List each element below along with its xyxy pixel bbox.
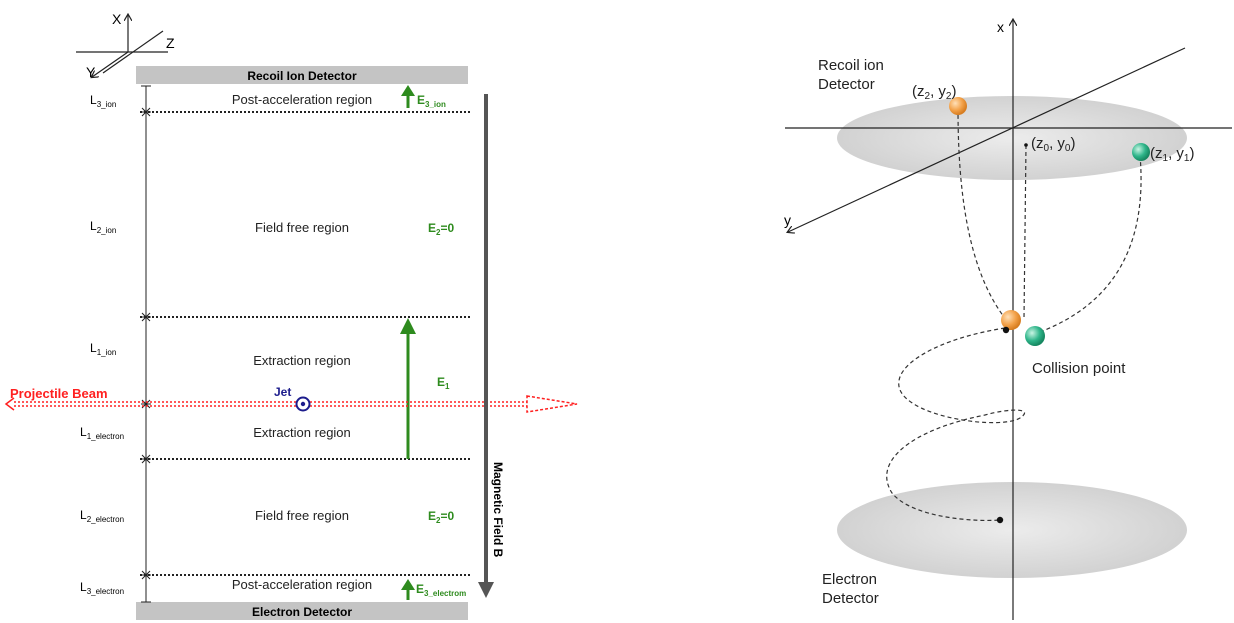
- recoil-detector-disk: [837, 96, 1187, 180]
- trajectory-orange: [957, 107, 1009, 323]
- field-free-bottom-label: Field free region: [255, 508, 349, 523]
- electron-hit-dot: [996, 516, 1004, 524]
- projectile-beam: Projectile Beam: [4, 386, 578, 413]
- right-labels: Recoil ion Detector Electron Detector Co…: [818, 57, 1194, 607]
- electron-detector-label-line1: Electron: [822, 571, 877, 588]
- collision-dot: [1002, 326, 1010, 334]
- right-diagram: x y Recoil ion Detector Electron Detecto…: [784, 19, 1232, 620]
- ball-green-z1y1: [1132, 143, 1150, 161]
- e3-electron-label: E3_electrom: [416, 582, 466, 598]
- point-z0-y0-label: (z0, y0): [1031, 135, 1075, 154]
- magnetic-field-label: Magnetic Field B: [491, 462, 505, 558]
- trajectory-spiral: [886, 327, 1026, 522]
- origin-dot: [1024, 143, 1028, 147]
- beam-arrowhead-left: [4, 397, 15, 411]
- trajectory-center: [1023, 144, 1027, 319]
- e2-bottom-label: E2=0: [428, 509, 454, 525]
- label-l3-electron: L3_electron: [80, 580, 124, 596]
- z-axis-label: Z: [166, 35, 175, 51]
- beam-arrowhead-right: [526, 395, 578, 413]
- post-accel-top-label: Post-acceleration region: [232, 92, 372, 107]
- dimension-line: [141, 85, 151, 603]
- left-axes: X Z Y: [76, 11, 175, 80]
- magnetic-field-arrowhead: [478, 582, 494, 598]
- z-axis-line: [102, 30, 164, 74]
- recoil-detector-label-line1: Recoil ion: [818, 57, 884, 74]
- label-l2-electron: L2_electron: [80, 508, 124, 524]
- field-labels: E3_ion E2=0 E1 E2=0 E3_electrom: [416, 93, 466, 598]
- e3-electron-arrow: [401, 579, 415, 590]
- x-axis-label: X: [112, 11, 122, 27]
- x-axis-3d-label: x: [997, 19, 1004, 35]
- label-l1-ion: L1_ion: [90, 341, 116, 357]
- extraction-top-label: Extraction region: [253, 353, 351, 368]
- ball-orange-collision: [1001, 310, 1021, 330]
- trajectory-green: [1039, 154, 1142, 333]
- projectile-beam-label: Projectile Beam: [10, 386, 108, 401]
- electron-detector-label: Electron Detector: [252, 605, 352, 619]
- left-diagram: X Z Y Recoil Ion Detector Electron Detec…: [4, 11, 578, 620]
- label-l1-electron: L1_electron: [80, 425, 124, 441]
- recoil-ion-detector-bar: [136, 66, 468, 84]
- recoil-detector-label-line2: Detector: [818, 76, 875, 93]
- e3-ion-arrow: [401, 85, 415, 96]
- y-axis-3d-label: y: [784, 212, 791, 228]
- y-axis-label: Y: [86, 64, 96, 80]
- field-free-top-label: Field free region: [255, 220, 349, 235]
- extraction-bottom-label: Extraction region: [253, 425, 351, 440]
- point-z2-y2-label: (z2, y2): [912, 83, 956, 102]
- jet-dot: [300, 401, 306, 407]
- electron-detector-label-line2: Detector: [822, 590, 879, 607]
- label-l3-ion: L3_ion: [90, 93, 116, 109]
- length-labels: L3_ion L2_ion L1_ion L1_electron L2_elec…: [80, 93, 124, 596]
- trajectories: [886, 107, 1142, 522]
- y-axis-arrow: [92, 51, 129, 77]
- jet-label: Jet: [274, 385, 291, 399]
- e2-top-label: E2=0: [428, 221, 454, 237]
- electron-detector-disk: [837, 482, 1187, 578]
- ball-orange-z2y2: [949, 97, 967, 115]
- jet: Jet: [274, 385, 311, 412]
- ball-green-collision: [1025, 326, 1045, 346]
- region-boundaries: [140, 111, 470, 576]
- e3-ion-label: E3_ion: [417, 93, 446, 109]
- e1-arrow: [400, 318, 416, 334]
- electron-detector-bar: [136, 602, 468, 620]
- field-arrows: [400, 85, 416, 600]
- magnetic-field: Magnetic Field B: [478, 94, 505, 598]
- region-labels: Post-acceleration region Field free regi…: [232, 92, 372, 592]
- post-accel-bottom-label: Post-acceleration region: [232, 577, 372, 592]
- y-axis-3d: [788, 47, 1186, 232]
- label-l2-ion: L2_ion: [90, 219, 116, 235]
- point-z1-y1-label: (z1, y1): [1150, 145, 1194, 164]
- e1-label: E1: [437, 375, 450, 391]
- recoil-ion-detector-label: Recoil Ion Detector: [247, 69, 357, 83]
- collision-point-label: Collision point: [1032, 360, 1126, 377]
